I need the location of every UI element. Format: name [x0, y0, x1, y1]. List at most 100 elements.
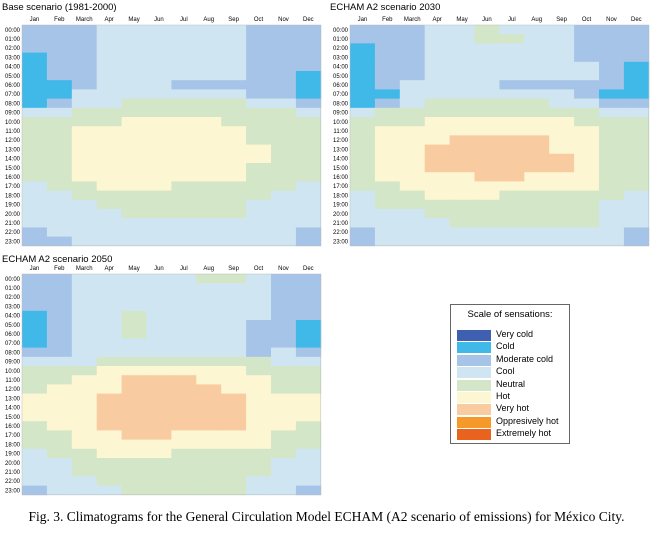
- heatmap-cell: [22, 356, 48, 367]
- heatmap-cell: [271, 366, 297, 376]
- heatmap-cell: [221, 439, 247, 450]
- heatmap-cell: [196, 375, 222, 385]
- heatmap-cell: [424, 61, 450, 72]
- heatmap-cell: [221, 402, 247, 413]
- month-label: Jun: [154, 266, 164, 272]
- heatmap-cell: [22, 412, 48, 422]
- month-label: Oct: [254, 266, 264, 272]
- heatmap-cell: [196, 25, 222, 35]
- heatmap-cell: [22, 375, 48, 385]
- heatmap-cell: [246, 89, 272, 99]
- heatmap-cell: [121, 320, 147, 330]
- heatmap-cell: [221, 43, 247, 53]
- hour-label: 17:00: [5, 184, 21, 190]
- heatmap-frame: [21, 24, 322, 247]
- heatmap-cell: [599, 236, 625, 247]
- heatmap-cell: [449, 172, 475, 182]
- month-label: Jan: [30, 17, 40, 23]
- heatmap-cell: [399, 190, 426, 201]
- heatmap-cell: [271, 375, 297, 385]
- heatmap-cell: [71, 421, 98, 431]
- heatmap-cell: [71, 448, 98, 459]
- heatmap-cell: [71, 190, 98, 201]
- heatmap-cell: [221, 89, 247, 99]
- heatmap-cell: [146, 43, 172, 53]
- heatmap-title: ECHAM A2 scenario 2030: [330, 2, 440, 13]
- heatmap-cell: [271, 43, 297, 53]
- heatmap-cell: [449, 181, 475, 191]
- heatmap-cell: [171, 310, 197, 321]
- heatmap-cell: [246, 310, 272, 321]
- hour-label: 11:00: [5, 129, 20, 135]
- heatmap-cell: [46, 107, 73, 118]
- heatmap-cell: [574, 52, 600, 63]
- heatmap-cell: [22, 153, 48, 164]
- heatmap-cell: [524, 199, 550, 210]
- heatmap-cell: [350, 199, 376, 210]
- heatmap-cell: [424, 199, 450, 210]
- heatmap-cell: [221, 80, 247, 90]
- heatmap-cell: [171, 320, 197, 330]
- heatmap-cell: [221, 172, 247, 182]
- heatmap-cell: [524, 34, 550, 44]
- heatmap-cell: [623, 34, 650, 44]
- heatmap-cell: [424, 80, 450, 90]
- hour-label: 15:00: [333, 166, 349, 172]
- heatmap-cell: [46, 163, 73, 173]
- heatmap-cell: [146, 144, 172, 155]
- heatmap-cell: [121, 467, 147, 477]
- heatmap-cell: [246, 61, 272, 72]
- heatmap-cell: [71, 347, 98, 358]
- hour-label: 15:00: [5, 415, 21, 421]
- heatmap-cell: [271, 347, 297, 358]
- month-label: Jan: [358, 17, 368, 23]
- heatmap-cell: [524, 98, 550, 109]
- hour-label: 06:00: [5, 83, 21, 89]
- heatmap-cell: [424, 34, 450, 44]
- heatmap-cell: [46, 98, 73, 109]
- heatmap-cell: [96, 52, 122, 63]
- heatmap-cell: [271, 163, 297, 173]
- legend-item: Very cold: [457, 329, 569, 341]
- heatmap-cell: [46, 135, 73, 145]
- heatmap-cell: [196, 485, 222, 496]
- hour-label: 18:00: [5, 193, 21, 199]
- month-label: Dec: [631, 17, 642, 23]
- heatmap-cell: [221, 25, 247, 35]
- heatmap-cell: [399, 199, 426, 210]
- heatmap-cell: [171, 301, 197, 312]
- heatmap-cell: [271, 172, 297, 182]
- heatmap-cell: [146, 227, 172, 237]
- heatmap-cell: [271, 61, 297, 72]
- month-label: Apr: [104, 17, 113, 23]
- heatmap-cell: [71, 25, 98, 35]
- heatmap-cell: [196, 163, 222, 173]
- heatmap-cell: [221, 199, 247, 210]
- heatmap-cell: [221, 448, 247, 459]
- heatmap-cell: [196, 301, 222, 312]
- heatmap-cell: [449, 218, 475, 228]
- hour-label: 16:00: [333, 175, 349, 181]
- heatmap-cell: [350, 117, 376, 127]
- heatmap-frame: [349, 24, 650, 247]
- heatmap-cell: [350, 25, 376, 35]
- heatmap-cell: [374, 172, 401, 182]
- heatmap-cell: [599, 135, 625, 145]
- hour-label: 03:00: [333, 55, 349, 61]
- hour-label: 20:00: [5, 212, 21, 218]
- heatmap-cell: [246, 43, 272, 53]
- heatmap-cell: [246, 107, 272, 118]
- heatmap-cell: [246, 412, 272, 422]
- heatmap-cell: [46, 430, 73, 440]
- heatmap-cell: [146, 402, 172, 413]
- heatmap-cell: [22, 292, 48, 302]
- hour-label: 05:00: [333, 74, 349, 80]
- heatmap-cell: [499, 52, 525, 63]
- heatmap-frame: [21, 273, 322, 496]
- heatmap-cell: [121, 190, 147, 201]
- heatmap-cell: [46, 236, 73, 247]
- hour-label: 23:00: [5, 239, 21, 245]
- hour-label: 09:00: [5, 360, 21, 366]
- hour-label: 13:00: [5, 147, 21, 153]
- heatmap-cell: [171, 144, 197, 155]
